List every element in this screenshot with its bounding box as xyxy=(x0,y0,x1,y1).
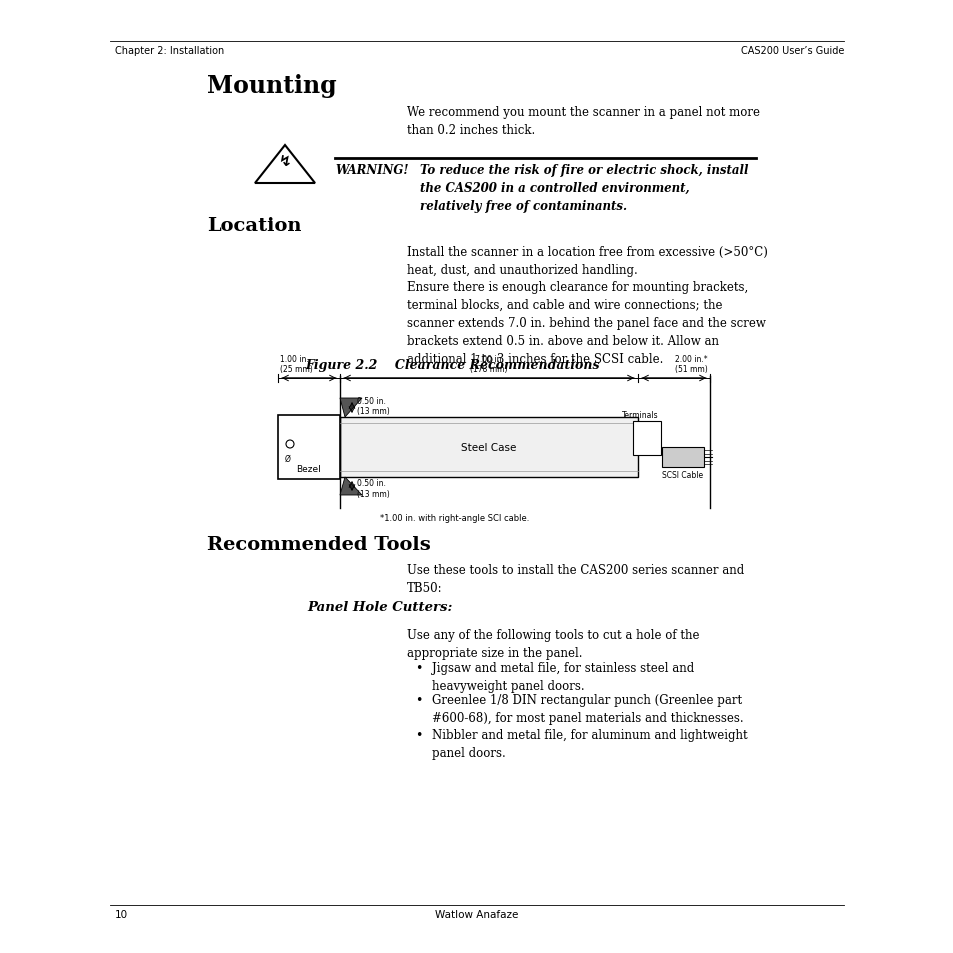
Text: Location: Location xyxy=(207,216,301,234)
Text: Use these tools to install the CAS200 series scanner and
TB50:: Use these tools to install the CAS200 se… xyxy=(407,563,743,595)
Text: 7.00 in.
(178 mm): 7.00 in. (178 mm) xyxy=(470,355,507,374)
Text: ↯: ↯ xyxy=(278,153,291,169)
Text: Figure 2.2    Clearance Recommendations: Figure 2.2 Clearance Recommendations xyxy=(305,358,598,372)
Text: 10: 10 xyxy=(115,909,128,919)
Polygon shape xyxy=(339,477,361,496)
Text: Chapter 2: Installation: Chapter 2: Installation xyxy=(115,46,224,56)
Text: •: • xyxy=(415,661,422,675)
Text: Ensure there is enough clearance for mounting brackets,
terminal blocks, and cab: Ensure there is enough clearance for mou… xyxy=(407,281,765,366)
Text: Ø: Ø xyxy=(285,455,291,463)
Text: 0.50 in.
(13 mm): 0.50 in. (13 mm) xyxy=(356,478,390,498)
Text: Terminals: Terminals xyxy=(621,411,659,419)
Text: Bezel: Bezel xyxy=(296,464,321,474)
Text: Mounting: Mounting xyxy=(207,74,336,98)
Text: We recommend you mount the scanner in a panel not more
than 0.2 inches thick.: We recommend you mount the scanner in a … xyxy=(407,106,760,137)
Bar xyxy=(661,448,703,468)
Text: Steel Case: Steel Case xyxy=(461,442,517,453)
Text: WARNING!: WARNING! xyxy=(335,164,408,177)
Text: SCSI Cable: SCSI Cable xyxy=(661,471,702,479)
Text: Nibbler and metal file, for aluminum and lightweight
panel doors.: Nibbler and metal file, for aluminum and… xyxy=(432,728,747,760)
Text: •: • xyxy=(415,728,422,741)
Text: Panel Hole Cutters:: Panel Hole Cutters: xyxy=(307,600,452,614)
Bar xyxy=(277,416,339,479)
Text: •: • xyxy=(415,693,422,706)
Text: 2.00 in.*
(51 mm): 2.00 in.* (51 mm) xyxy=(675,355,707,374)
Text: CAS200 User’s Guide: CAS200 User’s Guide xyxy=(740,46,843,56)
Text: *1.00 in. with right-angle SCI cable.: *1.00 in. with right-angle SCI cable. xyxy=(380,514,529,522)
Text: Jigsaw and metal file, for stainless steel and
heavyweight panel doors.: Jigsaw and metal file, for stainless ste… xyxy=(432,661,694,692)
Text: Install the scanner in a location free from excessive (>50°C)
heat, dust, and un: Install the scanner in a location free f… xyxy=(407,246,767,276)
Text: Greenlee 1/8 DIN rectangular punch (Greenlee part
#600-68), for most panel mater: Greenlee 1/8 DIN rectangular punch (Gree… xyxy=(432,693,742,724)
Text: Use any of the following tools to cut a hole of the
appropriate size in the pane: Use any of the following tools to cut a … xyxy=(407,628,699,659)
Text: 0.50 in.
(13 mm): 0.50 in. (13 mm) xyxy=(356,396,390,416)
Text: Recommended Tools: Recommended Tools xyxy=(207,536,431,554)
Bar xyxy=(633,421,660,456)
Text: 1.00 in.
(25 mm): 1.00 in. (25 mm) xyxy=(280,355,313,374)
Text: Watlow Anafaze: Watlow Anafaze xyxy=(435,909,518,919)
Text: To reduce the risk of fire or electric shock, install
the CAS200 in a controlled: To reduce the risk of fire or electric s… xyxy=(419,164,748,213)
Bar xyxy=(339,417,638,477)
Polygon shape xyxy=(339,398,361,417)
